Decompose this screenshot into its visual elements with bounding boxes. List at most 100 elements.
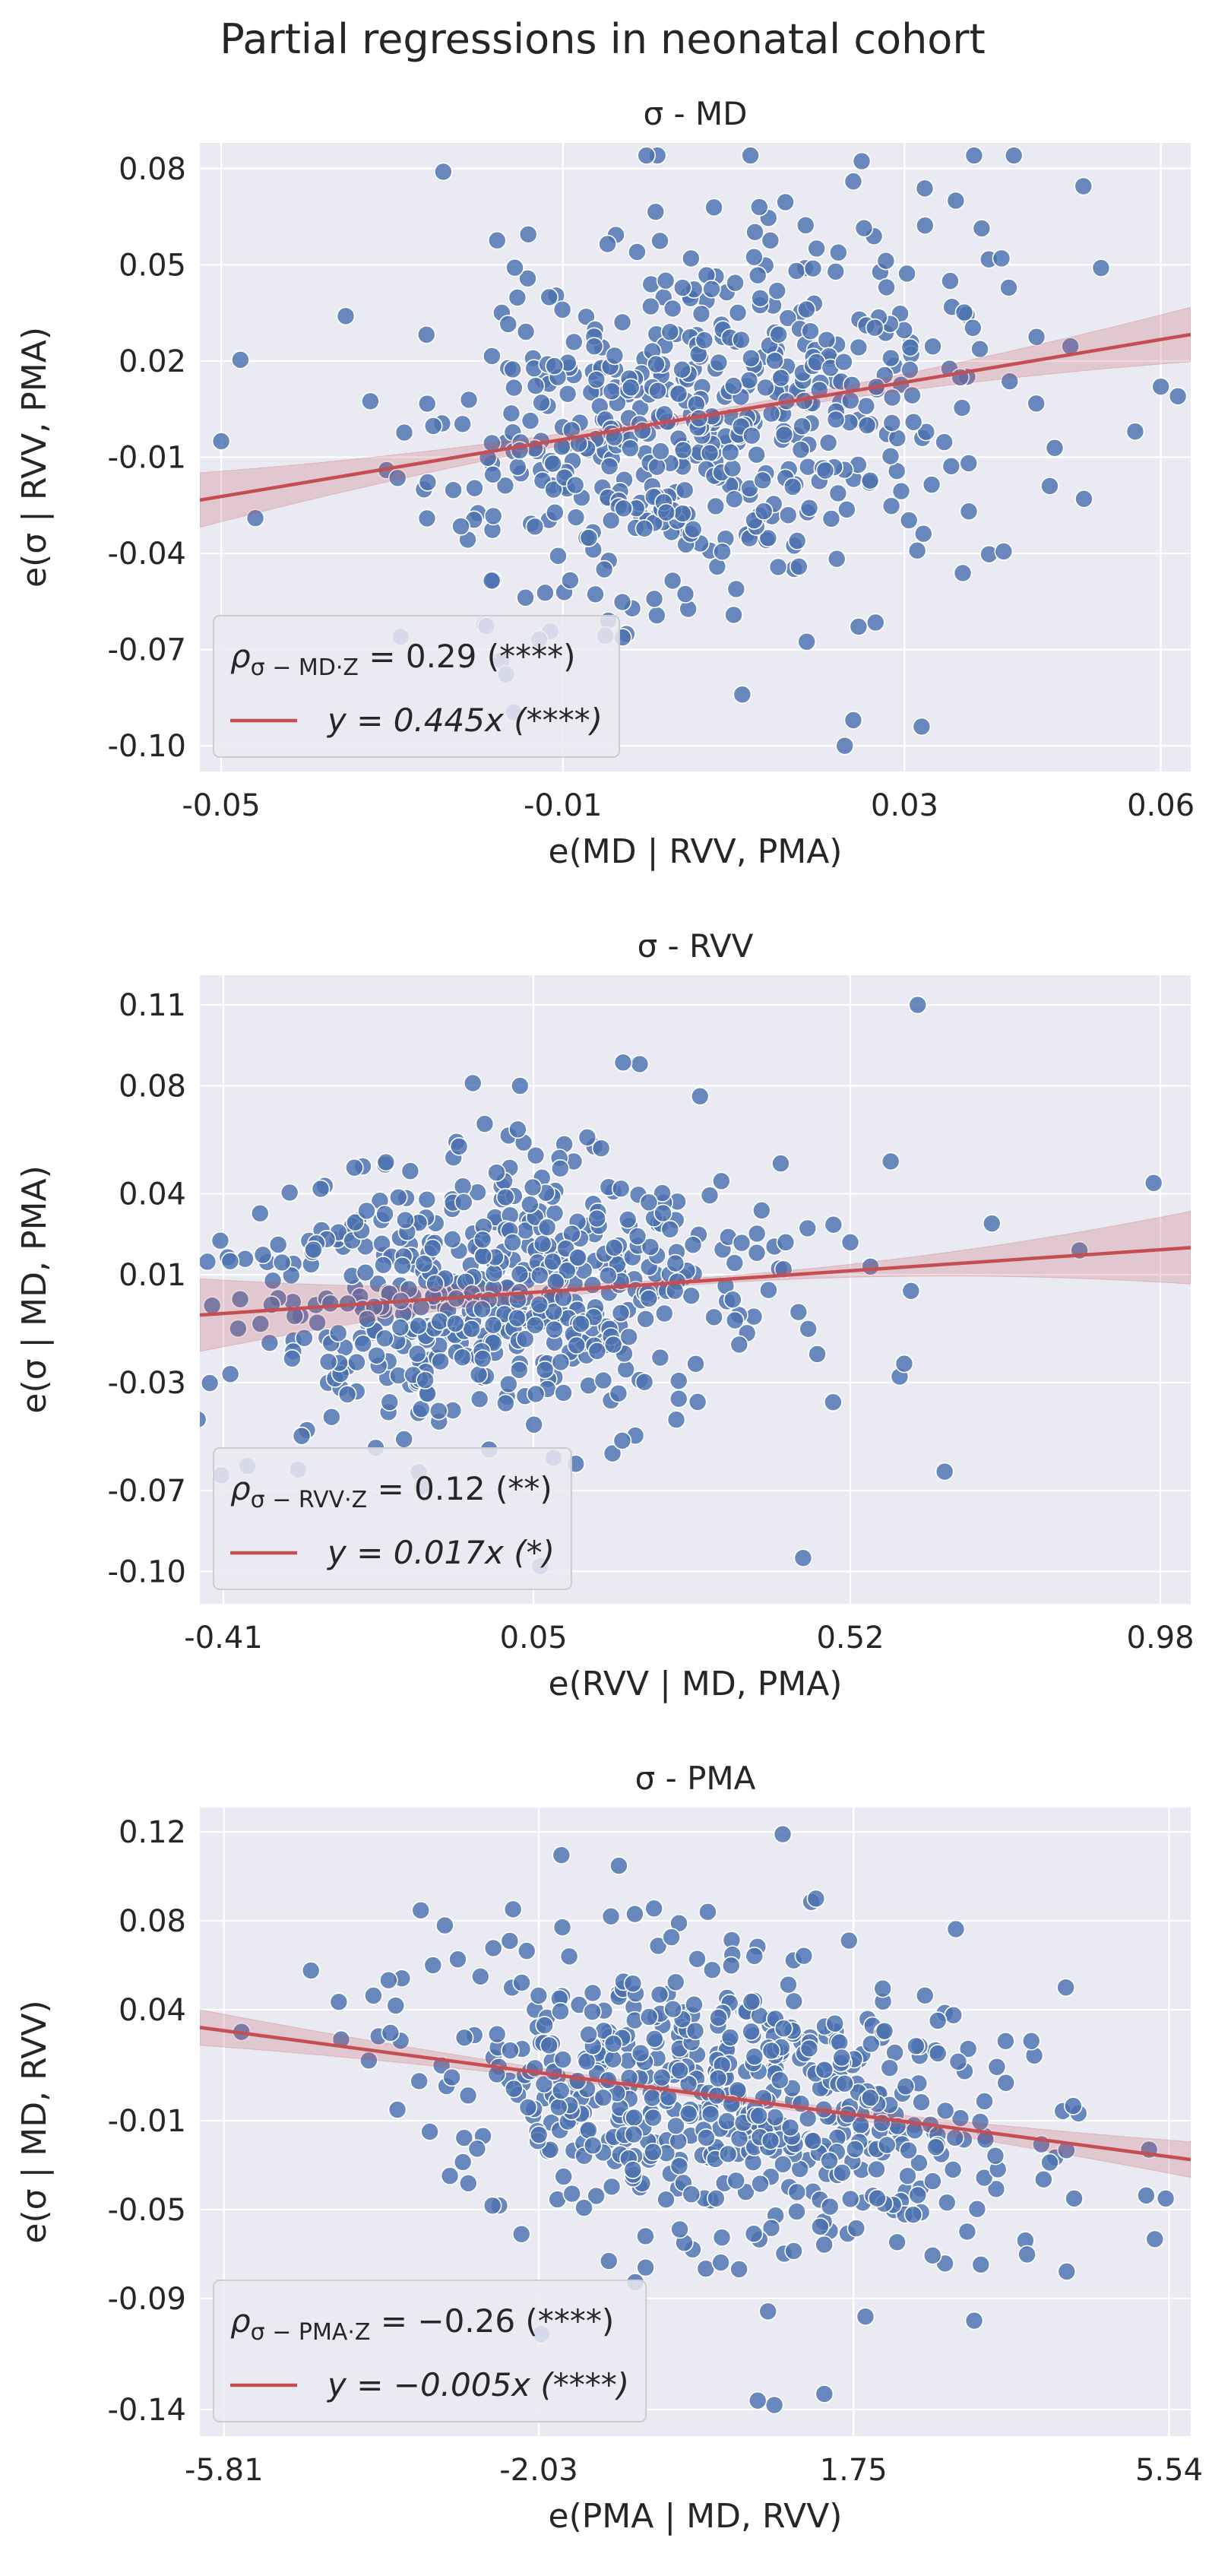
data-point — [701, 2105, 720, 2124]
data-point — [603, 2049, 623, 2069]
data-point — [652, 2067, 672, 2087]
data-point — [526, 1145, 546, 1165]
data-point — [797, 632, 816, 651]
data-point — [220, 1251, 240, 1271]
data-point — [824, 1215, 843, 1234]
data-point — [799, 2039, 819, 2058]
data-point — [475, 1114, 495, 1133]
data-point — [764, 2395, 784, 2415]
data-point — [865, 613, 885, 632]
data-point — [646, 202, 666, 221]
data-point — [552, 1846, 571, 1865]
data-point — [347, 1352, 366, 1372]
y-tick-label: 0.04 — [119, 1177, 186, 1212]
data-point — [440, 2166, 460, 2185]
data-point — [530, 1266, 549, 1285]
data-point — [732, 1233, 752, 1253]
data-point — [308, 1313, 327, 1332]
data-point — [806, 1889, 826, 1909]
data-point — [983, 1214, 1002, 1233]
data-point — [749, 2106, 769, 2125]
data-point — [280, 1183, 299, 1202]
data-point — [964, 146, 984, 165]
data-point — [525, 517, 545, 537]
data-point — [549, 2098, 568, 2117]
data-point — [761, 2218, 781, 2238]
data-point — [824, 1393, 843, 1412]
data-point — [835, 736, 855, 756]
data-point — [1000, 372, 1020, 391]
data-point — [503, 360, 522, 379]
data-point — [295, 1328, 314, 1348]
data-point — [543, 454, 562, 474]
data-point — [644, 2142, 663, 2162]
data-point — [941, 457, 961, 476]
data-point — [499, 1374, 518, 1394]
data-point — [229, 1319, 248, 1339]
data-point — [897, 264, 916, 284]
data-point — [210, 1231, 230, 1250]
rho-value: = 0.29 (****) — [359, 638, 576, 675]
data-point — [774, 2155, 793, 2174]
data-point — [512, 1973, 531, 1992]
data-point — [331, 2029, 351, 2049]
data-point — [562, 2184, 582, 2204]
data-point — [454, 2128, 474, 2147]
data-point — [818, 433, 838, 452]
y-tick-label: -0.07 — [108, 1474, 187, 1509]
data-point — [856, 396, 876, 416]
data-point — [720, 2028, 740, 2047]
data-point — [619, 2068, 639, 2087]
x-tick-label: 0.03 — [871, 788, 938, 823]
data-point — [683, 1235, 703, 1254]
data-point — [571, 1314, 590, 1334]
x-tick-label: -0.05 — [182, 788, 261, 823]
data-point — [470, 1389, 489, 1408]
data-point — [673, 440, 693, 460]
data-point — [458, 2173, 478, 2193]
data-point — [473, 1230, 492, 1250]
data-point — [1151, 377, 1170, 396]
data-point — [268, 1235, 288, 1254]
data-point — [230, 1289, 250, 1309]
data-point — [611, 1304, 631, 1323]
data-point — [799, 1320, 818, 1339]
data-point — [518, 2098, 538, 2117]
data-point — [881, 496, 901, 515]
legend-fit-label: y = −0.005x (****) — [326, 2366, 629, 2403]
data-point — [578, 1127, 597, 1147]
data-point — [487, 2024, 507, 2044]
legend-correlation: ρσ − RVV·Z = 0.12 (**) — [230, 1470, 552, 1513]
data-point — [794, 1946, 814, 1966]
data-point — [706, 496, 726, 516]
panel-sigma-md: 0.08 0.05 0.02 -0.01 -0.04 -0.07 -0.10 -0.05 -0.… — [15, 95, 1195, 871]
data-point — [826, 261, 846, 281]
data-point — [1045, 439, 1065, 458]
data-point — [211, 432, 231, 451]
data-point — [1057, 2262, 1077, 2281]
data-point — [943, 2160, 963, 2179]
data-point — [498, 315, 518, 334]
data-point — [660, 1219, 680, 1239]
data-point — [811, 2217, 830, 2236]
data-point — [558, 384, 578, 404]
data-point — [400, 1161, 420, 1180]
data-point — [721, 1956, 741, 1976]
data-point — [986, 2146, 1005, 2166]
x-tick-label: 1.75 — [820, 2453, 888, 2488]
data-point — [996, 2073, 1016, 2093]
data-point — [523, 1177, 543, 1197]
panel-sigma-pma: 0.12 0.08 0.04 -0.01 -0.05 -0.09 -0.14 -5.81 -2.… — [15, 1760, 1203, 2536]
data-point — [231, 350, 250, 369]
data-point — [711, 2253, 730, 2272]
data-point — [669, 384, 688, 404]
data-point — [733, 685, 752, 705]
rho-symbol: ρ — [230, 638, 251, 675]
data-point — [974, 2168, 994, 2188]
y-tick-label: 0.01 — [119, 1258, 186, 1293]
data-point — [409, 1316, 428, 1336]
data-point — [750, 198, 769, 217]
data-point — [1017, 2245, 1036, 2264]
data-point — [540, 287, 559, 307]
data-point — [376, 1152, 396, 1172]
